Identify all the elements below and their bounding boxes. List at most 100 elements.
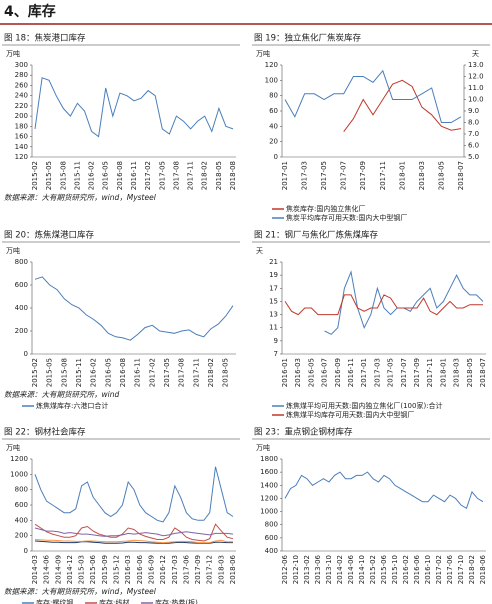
- source-note: 数据来源：大有期货研究所，wind，Mysteel: [4, 587, 157, 596]
- series-line: [34, 466, 234, 523]
- x-tick-label: 2014-12: [66, 555, 74, 584]
- x-tick-label: 2014-03: [31, 555, 39, 584]
- y-tick-label: 220: [15, 102, 28, 110]
- source-note: 数据来源：大有期货研究所，wind: [4, 390, 119, 399]
- y2-tick-label: 8.0: [468, 119, 479, 127]
- legend-label: 焦炭库存:国内独立焦化厂: [286, 204, 365, 213]
- series-line: [34, 540, 233, 544]
- y-tick-label: 1000: [10, 470, 28, 478]
- y-tick-label: 600: [265, 534, 278, 542]
- x-tick-label: 2014-09: [54, 555, 62, 584]
- y-tick-label: 400: [265, 547, 278, 555]
- y-axis-label: 万吨: [6, 49, 20, 58]
- y-tick-label: 13: [269, 311, 278, 319]
- x-tick-label: 2017-03: [171, 555, 179, 584]
- series-line: [284, 294, 483, 316]
- x-tick-label: 2017-09: [194, 555, 202, 584]
- x-tick-label: 2017-11: [192, 358, 200, 387]
- panel-title: 图 18：焦炭港口库存: [4, 33, 86, 44]
- y-tick-label: 21: [269, 258, 278, 266]
- x-tick-label: 2017-01: [360, 358, 368, 387]
- y-tick-label: 200: [15, 532, 28, 540]
- x-tick-label: 2015-02: [369, 555, 377, 584]
- y-axis-label: 万吨: [256, 49, 270, 58]
- series-line: [34, 276, 234, 341]
- x-tick-label: 2015-05: [45, 161, 53, 190]
- y2-tick-label: 7.0: [468, 130, 479, 138]
- x-tick-label: 2018-07: [457, 161, 465, 190]
- y-tick-label: 0: [24, 547, 28, 555]
- x-tick-label: 2015-02: [31, 161, 39, 190]
- x-tick-label: 2016-05: [104, 358, 112, 387]
- x-tick-label: 2015-09: [101, 555, 109, 584]
- x-tick-label: 2015-10: [391, 555, 399, 584]
- source-note: 数据来源：大有期货研究所，wind，Mysteel: [4, 193, 157, 202]
- x-tick-label: 2017-05: [163, 358, 171, 387]
- y-tick-label: 800: [265, 521, 278, 529]
- x-tick-label: 2015-08: [60, 358, 68, 387]
- x-tick-label: 2017-02: [144, 161, 152, 190]
- x-tick-label: 2017-05: [320, 161, 328, 190]
- y-axis-label: 万吨: [6, 246, 20, 255]
- y-tick-label: 19: [269, 271, 278, 279]
- x-tick-label: 2018-01: [439, 358, 447, 387]
- x-tick-label: 2017-05: [158, 161, 166, 190]
- x-tick-label: 2018-06: [229, 554, 237, 584]
- x-tick-label: 2017-10: [457, 555, 465, 584]
- y-tick-label: 9: [274, 337, 278, 345]
- series-line: [34, 77, 234, 138]
- y-tick-label: 60: [269, 107, 278, 115]
- y-tick-label: 1200: [10, 455, 28, 463]
- x-tick-label: 2016-11: [347, 358, 355, 387]
- y-tick-label: 200: [15, 327, 28, 335]
- x-tick-label: 2015-06: [89, 554, 97, 584]
- y-tick-label: 240: [15, 92, 28, 100]
- x-tick-label: 2014-06: [347, 554, 355, 584]
- x-tick-label: 2016-01: [281, 358, 289, 387]
- y2-tick-label: 12.0: [468, 73, 484, 81]
- x-tick-label: 2018-02: [207, 358, 215, 387]
- y2-tick-label: 6.0: [468, 142, 479, 150]
- x-tick-label: 2016-06: [136, 554, 144, 584]
- y-tick-label: 400: [15, 516, 28, 524]
- y-tick-label: 0: [274, 153, 278, 161]
- panel-title: 图 19：独立焦化厂焦炭库存: [254, 33, 362, 44]
- legend-label: 焦炭平均库存可用天数:国内大中型钢厂: [286, 213, 407, 222]
- y-tick-label: 800: [15, 486, 28, 494]
- y-tick-label: 1400: [260, 481, 278, 489]
- legend-label: 炼焦煤平均可用天数:国内独立焦化厂(100家):合计: [286, 401, 443, 410]
- y-tick-label: 120: [15, 153, 28, 161]
- y-axis-label: 万吨: [256, 443, 270, 452]
- y-tick-label: 40: [269, 122, 278, 130]
- x-tick-label: 2016-03: [124, 555, 132, 584]
- x-tick-label: 2013-02: [303, 555, 311, 584]
- x-tick-label: 2018-03: [217, 555, 225, 584]
- y-tick-label: 400: [15, 304, 28, 312]
- x-tick-label: 2016-08: [119, 358, 127, 387]
- y-tick-label: 100: [265, 76, 278, 84]
- panel-title: 图 22：钢材社会库存: [4, 427, 86, 438]
- x-tick-label: 2017-01: [281, 161, 289, 190]
- x-tick-label: 2012-06: [281, 554, 289, 584]
- x-tick-label: 2016-09: [334, 358, 342, 387]
- y-tick-label: 1200: [260, 494, 278, 502]
- x-tick-label: 2016-02: [90, 358, 98, 387]
- x-tick-label: 2015-03: [78, 555, 86, 584]
- panel-title: 图 23：重点钢企钢材库存: [254, 427, 353, 438]
- series-line: [343, 79, 462, 132]
- x-tick-label: 2017-02: [148, 358, 156, 387]
- x-tick-label: 2012-10: [292, 555, 300, 584]
- x-tick-label: 2018-01: [398, 161, 406, 190]
- y-tick-label: 1600: [260, 468, 278, 476]
- series-line: [34, 539, 233, 544]
- y2-tick-label: 5.0: [468, 153, 479, 161]
- x-tick-label: 2017-06: [182, 554, 190, 584]
- x-tick-label: 2016-05: [307, 358, 315, 387]
- x-tick-label: 2016-02: [402, 555, 410, 584]
- x-tick-label: 2018-02: [468, 555, 476, 584]
- x-tick-label: 2017-07: [340, 161, 348, 190]
- y-tick-label: 180: [15, 122, 28, 130]
- x-tick-label: 2016-07: [321, 358, 329, 387]
- y-tick-label: 120: [265, 61, 278, 69]
